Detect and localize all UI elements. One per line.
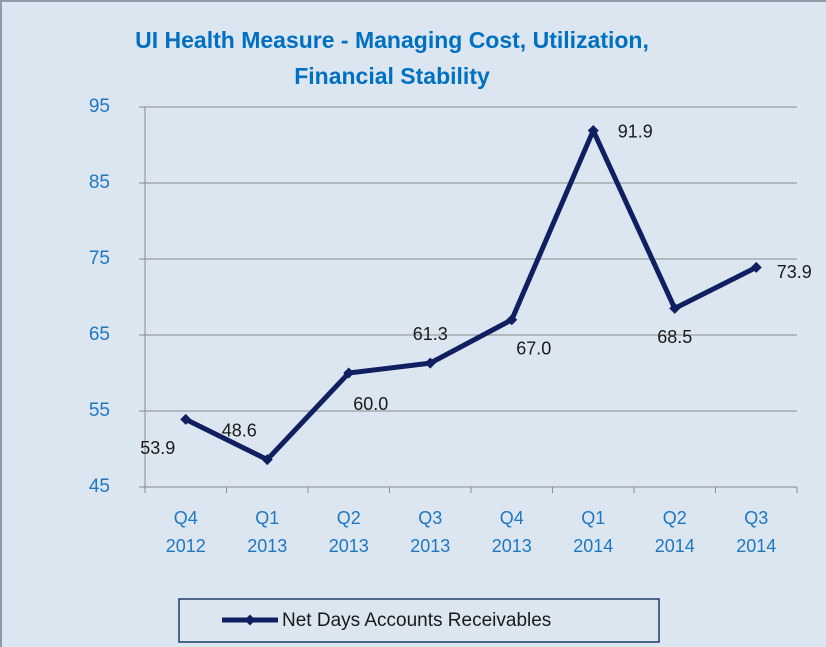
x-tick-label: Q2 <box>337 508 361 528</box>
y-tick-label: 95 <box>89 96 110 117</box>
legend-label: Net Days Accounts Receivables <box>282 610 551 631</box>
data-label: 60.0 <box>353 394 388 414</box>
data-label: 48.6 <box>222 420 257 440</box>
x-tick-label: Q4 <box>174 508 198 528</box>
x-tick-label: 2013 <box>492 536 532 556</box>
marker <box>669 302 681 314</box>
x-tick-label: Q3 <box>418 508 442 528</box>
marker <box>261 454 273 466</box>
marker <box>180 413 192 425</box>
marker <box>424 357 436 369</box>
x-tick-label: Q1 <box>255 508 279 528</box>
marker <box>587 125 599 137</box>
x-tick-label: 2014 <box>736 536 776 556</box>
y-tick-label: 85 <box>89 172 110 193</box>
data-label: 68.5 <box>657 327 692 347</box>
y-tick-label: 55 <box>89 400 110 421</box>
x-tick-label: 2013 <box>329 536 369 556</box>
x-tick-label: Q1 <box>581 508 605 528</box>
data-label: 53.9 <box>140 438 175 458</box>
marker <box>750 261 762 273</box>
data-label: 91.9 <box>618 121 653 141</box>
x-tick-label: 2013 <box>247 536 287 556</box>
y-tick-label: 65 <box>89 324 110 345</box>
y-tick-label: 75 <box>89 248 110 269</box>
x-tick-label: Q4 <box>500 508 524 528</box>
x-tick-label: 2013 <box>410 536 450 556</box>
x-tick-label: 2014 <box>573 536 613 556</box>
chart-title: UI Health Measure - Managing Cost, Utili… <box>135 27 649 89</box>
data-label: 61.3 <box>413 324 448 344</box>
marker <box>343 367 355 379</box>
marker <box>506 314 518 326</box>
data-label: 67.0 <box>516 339 551 359</box>
y-tick-label: 45 <box>89 476 110 497</box>
x-tick-label: Q2 <box>663 508 687 528</box>
x-tick-label: 2014 <box>655 536 695 556</box>
data-label: 73.9 <box>777 262 812 282</box>
series-line <box>184 128 758 463</box>
legend-marker <box>244 614 256 626</box>
x-tick-label: Q3 <box>744 508 768 528</box>
x-tick-label: 2012 <box>166 536 206 556</box>
